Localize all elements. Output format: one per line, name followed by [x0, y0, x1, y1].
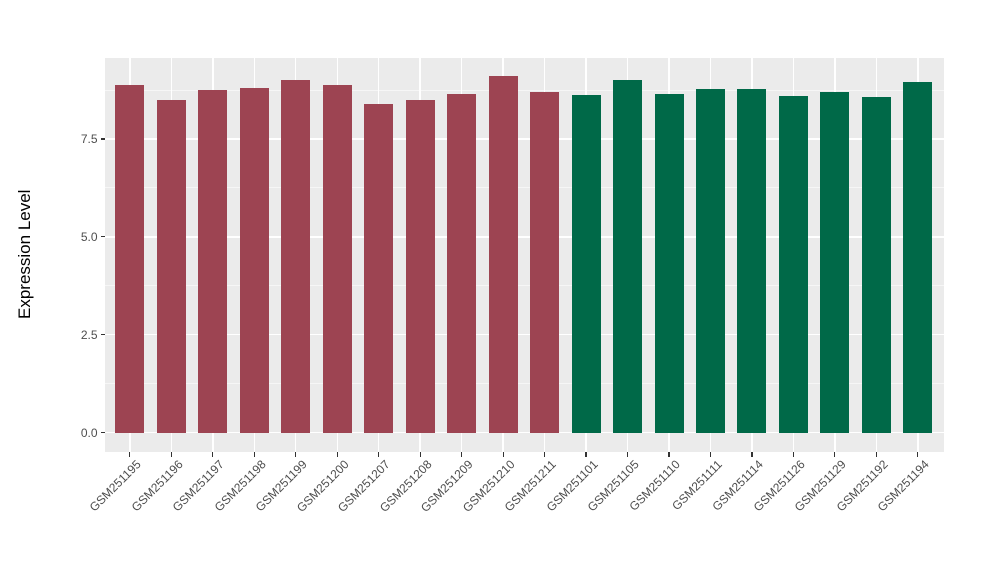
bar-GSM251196 [156, 99, 186, 433]
x-tick-mark [792, 452, 794, 457]
plot-panel [105, 57, 944, 452]
x-tick-mark [751, 452, 753, 457]
y-tick-mark [100, 236, 105, 238]
bar-GSM251194 [903, 81, 933, 433]
y-tick-label: 0.0 [80, 425, 98, 440]
gridline-major [105, 334, 944, 336]
bar-GSM251126 [778, 95, 808, 433]
bar-GSM251197 [198, 89, 228, 433]
y-tick-mark [100, 138, 105, 140]
gridline-major [105, 138, 944, 140]
x-tick-mark [336, 452, 338, 457]
bar-GSM251192 [861, 96, 891, 433]
gridline-major [105, 432, 944, 434]
x-tick-mark [419, 452, 421, 457]
y-tick-label: 7.5 [80, 132, 98, 146]
x-tick-mark [461, 452, 463, 457]
x-tick-mark [917, 452, 919, 457]
x-tick-mark [129, 452, 131, 457]
x-tick-mark [585, 452, 587, 457]
y-axis-title: Expression Level [15, 189, 34, 320]
bar-GSM251111 [695, 88, 725, 433]
x-tick-mark [212, 452, 214, 457]
x-tick-mark [668, 452, 670, 457]
bar-GSM251110 [654, 93, 684, 433]
y-tick-mark [100, 432, 105, 434]
bar-GSM251198 [239, 88, 269, 433]
x-tick-mark [875, 452, 877, 457]
bar-GSM251195 [115, 84, 145, 433]
gridline-minor [105, 187, 944, 189]
bar-GSM251101 [571, 95, 601, 433]
bar-GSM251210 [488, 75, 518, 433]
x-tick-mark [502, 452, 504, 457]
bar-GSM251114 [737, 88, 767, 433]
x-tick-mark [709, 452, 712, 457]
y-tick-label: 2.5 [80, 327, 98, 342]
x-tick-mark [544, 452, 546, 457]
y-tick-mark [100, 334, 105, 336]
bar-GSM251211 [530, 92, 560, 433]
bar-GSM251209 [447, 93, 477, 433]
gridline-major [105, 236, 944, 238]
gridline-minor [105, 285, 944, 287]
gridline-minor [105, 383, 944, 385]
bar-GSM251105 [613, 80, 643, 433]
gridline-minor [105, 89, 944, 91]
x-tick-mark [253, 452, 255, 457]
x-tick-mark [170, 452, 172, 457]
bar-GSM251200 [322, 84, 352, 433]
bar-GSM251129 [820, 92, 850, 433]
x-tick-mark [378, 452, 380, 457]
bar-GSM251199 [281, 79, 311, 433]
x-tick-mark [834, 452, 836, 457]
y-tick-label: 5.0 [80, 229, 98, 244]
bar-GSM251208 [405, 99, 435, 433]
x-tick-mark [626, 452, 629, 457]
x-tick-mark [295, 452, 297, 457]
bar-GSM251207 [364, 104, 394, 433]
